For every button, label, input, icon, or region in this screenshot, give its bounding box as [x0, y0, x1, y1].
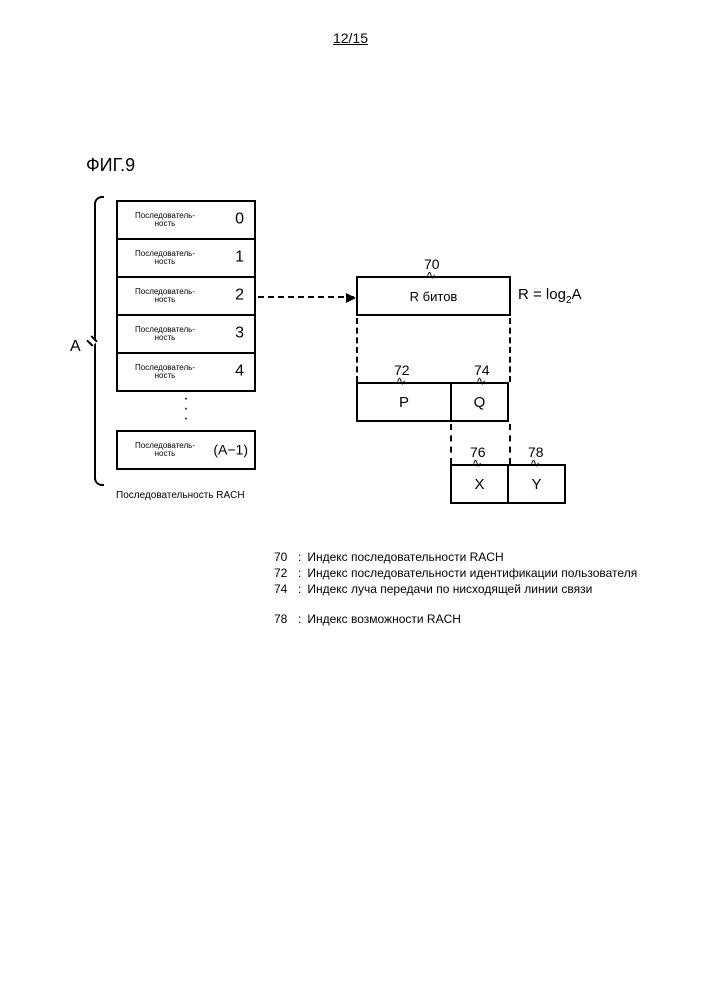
legend-colon: : — [298, 550, 301, 564]
sequence-item: Последователь-ность 2 — [116, 276, 256, 316]
legend-row: 70: Индекс последовательности RACH — [274, 550, 637, 564]
legend-row: 78: Индекс возможности RACH — [274, 612, 637, 626]
legend-num: 70 — [274, 550, 298, 564]
sequence-word: Последователь-ность — [118, 250, 208, 267]
dashed-connector — [356, 318, 358, 382]
page-number: 12/15 — [0, 30, 701, 46]
sequence-index: 2 — [235, 287, 244, 305]
sequence-index: 3 — [235, 325, 244, 343]
brace-label-A: A — [70, 338, 81, 356]
sequence-item: Последователь-ность 3 — [116, 314, 256, 354]
p-box: P — [356, 382, 452, 422]
dashed-connector — [450, 424, 452, 464]
r-formula-prefix: R = log — [518, 286, 566, 303]
sequence-word: Последователь-ность — [118, 364, 208, 381]
x-box: X — [450, 464, 509, 504]
sequence-item-last: Последователь-ность (A−1) — [116, 430, 256, 470]
dashed-connector — [509, 424, 511, 464]
legend-num: 74 — [274, 582, 298, 596]
sequence-word: Последователь-ность — [118, 212, 208, 229]
legend-row: 74: Индекс луча передачи по нисходящей ли… — [274, 582, 637, 596]
q-box: Q — [450, 382, 509, 422]
legend-text: Индекс луча передачи по нисходящей линии… — [307, 582, 592, 596]
r-bits-box: R битов — [356, 276, 511, 316]
sequence-item: Последователь-ность 4 — [116, 352, 256, 392]
xy-container: X Y — [450, 464, 568, 504]
y-box: Y — [507, 464, 566, 504]
sequence-index: 1 — [235, 249, 244, 267]
sequence-caption: Последовательность RACH — [116, 490, 245, 501]
dashed-arrow — [258, 296, 354, 298]
vertical-ellipsis: ··· — [116, 390, 256, 430]
pq-container: P Q — [356, 382, 511, 422]
sequence-word: Последователь-ность — [118, 442, 208, 459]
r-formula-suffix: A — [572, 286, 582, 303]
sequence-index: 4 — [235, 363, 244, 381]
legend-colon: : — [298, 582, 301, 596]
legend-text: Индекс возможности RACH — [307, 612, 461, 626]
legend-colon: : — [298, 566, 301, 580]
legend-num: 78 — [274, 612, 298, 626]
legend: 70: Индекс последовательности RACH 72: Инд… — [274, 550, 637, 628]
figure-label: ФИГ.9 — [86, 155, 135, 176]
legend-row: 72: Индекс последовательности идентификац… — [274, 566, 637, 580]
legend-text: Индекс последовательности RACH — [307, 550, 503, 564]
legend-colon: : — [298, 612, 301, 626]
sequence-word: Последователь-ность — [118, 326, 208, 343]
r-formula: R = log2A — [518, 286, 582, 306]
sequence-item: Последователь-ность 0 — [116, 200, 256, 240]
sequence-word: Последователь-ность — [118, 288, 208, 305]
dashed-connector — [509, 318, 511, 382]
sequence-index-last: (A−1) — [213, 442, 248, 458]
legend-num: 72 — [274, 566, 298, 580]
diagram-container: A Последователь-ность 0 Последователь-но… — [86, 190, 646, 530]
sequence-list: Последователь-ность 0 Последователь-ност… — [116, 200, 256, 468]
curly-brace — [86, 202, 104, 480]
sequence-item: Последователь-ность 1 — [116, 238, 256, 278]
sequence-index: 0 — [235, 211, 244, 229]
legend-text: Индекс последовательности идентификации … — [307, 566, 637, 580]
